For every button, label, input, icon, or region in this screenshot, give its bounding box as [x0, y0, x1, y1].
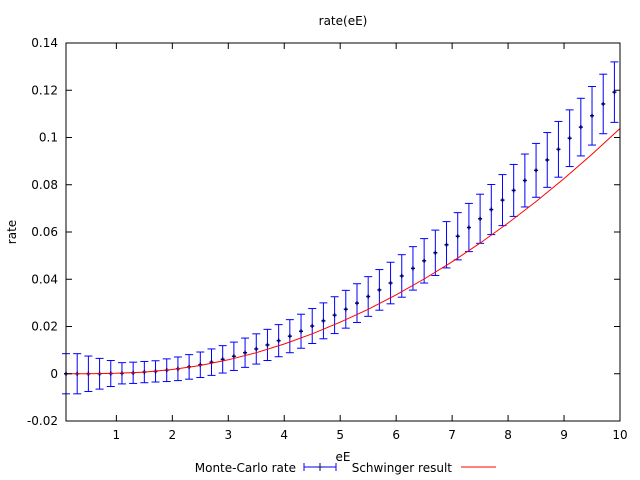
- y-tick-label: 0.02: [31, 320, 58, 334]
- error-bar-point: [263, 328, 272, 362]
- error-bar-point: [610, 61, 619, 123]
- x-tick-label: 5: [336, 428, 344, 442]
- y-tick-label: 0.04: [31, 272, 58, 286]
- x-tick-label: 10: [612, 428, 627, 442]
- plot-border: [65, 42, 621, 422]
- error-bar-point: [453, 212, 462, 261]
- x-axis-label: eE: [336, 450, 351, 464]
- x-tick-label: 4: [280, 428, 288, 442]
- y-tick-label: -0.02: [27, 414, 58, 428]
- error-bar-point: [464, 202, 473, 253]
- error-bar-point: [297, 313, 306, 349]
- y-tick-label: 0.12: [31, 83, 58, 97]
- error-bar-point: [565, 109, 574, 168]
- error-bar-point: [442, 221, 451, 269]
- error-bar-point: [520, 153, 529, 208]
- error-bar-point: [352, 283, 361, 323]
- plot-area: [62, 61, 621, 395]
- x-tick-label: 7: [448, 428, 456, 442]
- legend-marker-monte-carlo: [303, 463, 337, 471]
- error-bar-point: [543, 132, 552, 188]
- chart-title: rate(eE): [319, 14, 368, 28]
- error-bar-point: [576, 97, 585, 157]
- y-tick-label: 0.1: [39, 131, 58, 145]
- error-bar-point: [498, 174, 507, 227]
- y-axis-label: rate: [5, 220, 19, 244]
- error-bar-point: [319, 302, 328, 340]
- error-bar-point: [532, 142, 541, 198]
- error-bar-point: [554, 120, 563, 178]
- x-tick-label: 2: [169, 428, 177, 442]
- axis-ticks: 1 2 3 4 5 6 7 8 9 10 -0.02 0 0.02 0.04 0.06 0.08 0.1 0.12…: [27, 36, 628, 442]
- error-bar-point: [599, 73, 608, 135]
- schwinger-line: [66, 128, 621, 375]
- error-bar-point: [588, 85, 597, 146]
- x-tick-label: 9: [560, 428, 568, 442]
- y-tick-label: 0.14: [31, 36, 58, 50]
- error-bar-point: [420, 238, 429, 284]
- error-bar-point: [274, 324, 283, 358]
- legend-label-monte-carlo: Monte-Carlo rate: [195, 461, 296, 475]
- error-bar-point: [218, 345, 227, 374]
- error-bar-point: [386, 261, 395, 305]
- x-tick-label: 1: [113, 428, 121, 442]
- y-tick-label: 0: [50, 367, 58, 381]
- error-bar-point: [285, 319, 294, 354]
- error-bar-point: [476, 193, 485, 244]
- error-bar-point: [375, 269, 384, 311]
- error-bar-point: [241, 337, 250, 368]
- x-tick-label: 3: [224, 428, 232, 442]
- y-tick-label: 0.08: [31, 178, 58, 192]
- y-tick-label: 0.06: [31, 225, 58, 239]
- x-tick-label: 8: [504, 428, 512, 442]
- error-bar-point: [408, 246, 417, 291]
- x-tick-label: 6: [392, 428, 400, 442]
- error-bar-point: [252, 333, 261, 365]
- legend-label-schwinger: Schwinger result: [352, 461, 453, 475]
- error-bar-point: [308, 308, 317, 345]
- error-bar-point: [509, 163, 518, 217]
- error-bar-point: [431, 229, 440, 276]
- error-bar-point: [341, 289, 350, 329]
- error-bar-point: [229, 341, 238, 371]
- error-bar-point: [487, 184, 496, 236]
- error-bar-point: [330, 296, 339, 335]
- error-bar-point: [397, 254, 406, 298]
- legend: Monte-Carlo rate Schwinger result: [195, 461, 496, 475]
